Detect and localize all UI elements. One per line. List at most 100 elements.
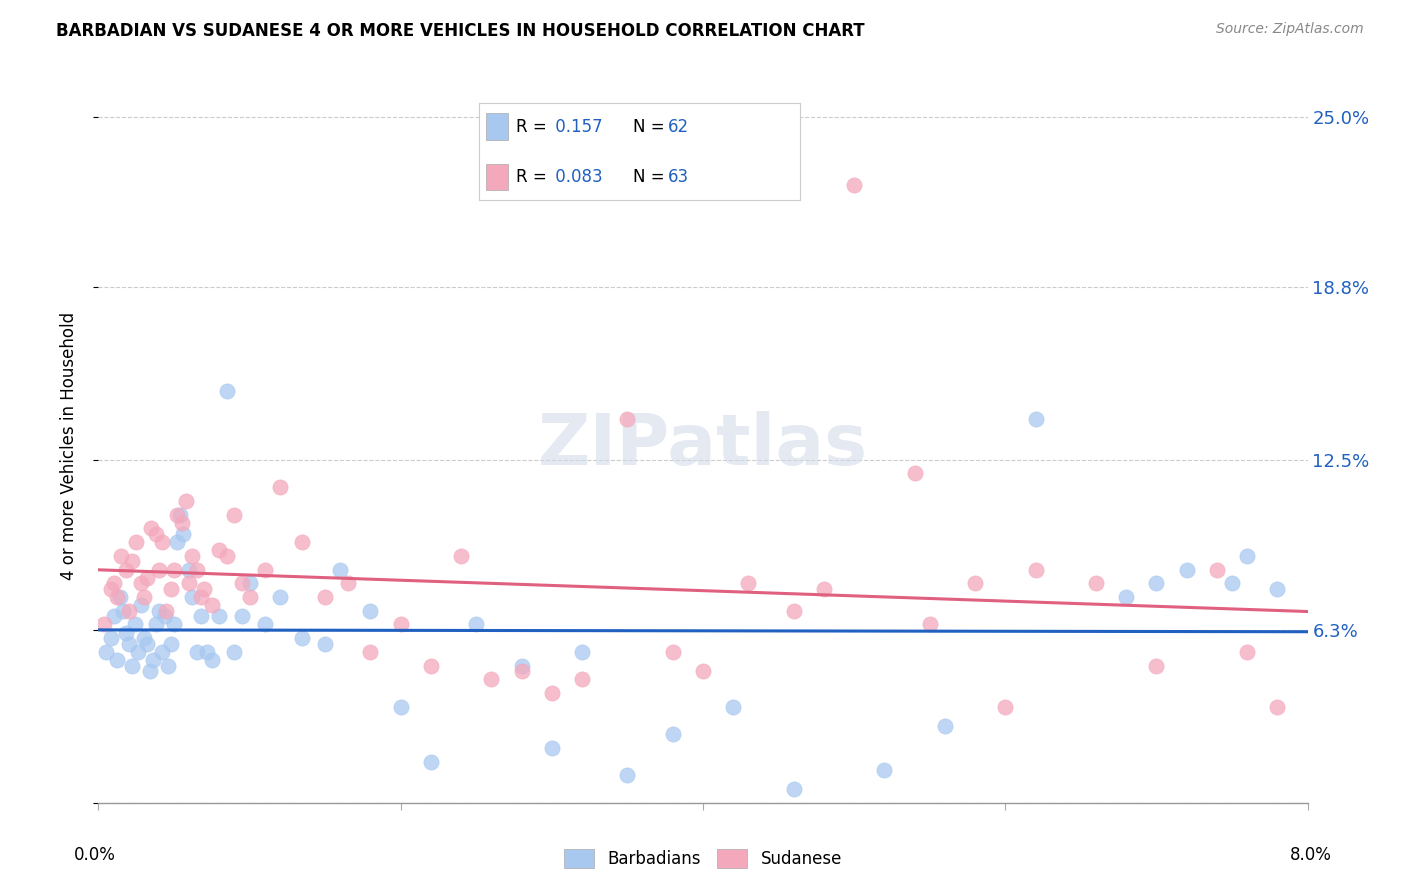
Point xyxy=(737,576,759,591)
Point xyxy=(208,609,231,624)
Point xyxy=(1024,411,1046,425)
Point xyxy=(208,543,231,558)
Point xyxy=(269,480,291,494)
Point xyxy=(118,637,141,651)
Point xyxy=(103,609,125,624)
Point xyxy=(111,604,134,618)
Point xyxy=(291,631,314,645)
Point xyxy=(231,609,253,624)
Point xyxy=(541,686,564,700)
Point xyxy=(253,617,276,632)
Point xyxy=(179,562,201,576)
Point xyxy=(269,590,291,604)
Point xyxy=(1175,562,1198,576)
Point xyxy=(169,508,191,522)
Point xyxy=(510,658,533,673)
Text: BARBADIAN VS SUDANESE 4 OR MORE VEHICLES IN HOUSEHOLD CORRELATION CHART: BARBADIAN VS SUDANESE 4 OR MORE VEHICLES… xyxy=(56,22,865,40)
Point xyxy=(873,763,896,777)
Point xyxy=(148,562,170,576)
Point xyxy=(1267,582,1289,596)
Point xyxy=(121,554,143,568)
Point xyxy=(124,617,146,632)
Point xyxy=(1146,658,1168,673)
Point xyxy=(662,727,685,741)
Point xyxy=(329,562,352,576)
Point xyxy=(1236,645,1258,659)
Point xyxy=(125,535,148,549)
Point xyxy=(844,178,866,193)
Point xyxy=(571,645,593,659)
Text: Source: ZipAtlas.com: Source: ZipAtlas.com xyxy=(1216,22,1364,37)
Point xyxy=(571,673,593,687)
Point xyxy=(994,699,1017,714)
Point xyxy=(201,598,224,612)
Point xyxy=(100,631,122,645)
Point xyxy=(93,617,115,632)
Point xyxy=(723,699,745,714)
Point xyxy=(129,598,152,612)
Point xyxy=(94,645,117,659)
Point xyxy=(215,384,238,398)
Point xyxy=(190,609,212,624)
Point xyxy=(231,576,253,591)
Point xyxy=(662,645,685,659)
Point xyxy=(132,590,155,604)
Point xyxy=(103,576,125,591)
Point xyxy=(150,535,173,549)
Point xyxy=(163,562,186,576)
Point xyxy=(541,740,564,755)
Point xyxy=(253,562,276,576)
Point xyxy=(132,631,155,645)
Legend: Barbadians, Sudanese: Barbadians, Sudanese xyxy=(557,842,849,875)
Point xyxy=(114,562,136,576)
Point xyxy=(118,604,141,618)
Point xyxy=(193,582,215,596)
Point xyxy=(195,645,218,659)
Point xyxy=(314,637,336,651)
Point xyxy=(181,590,204,604)
Point xyxy=(108,590,131,604)
Point xyxy=(170,516,193,530)
Point xyxy=(389,617,412,632)
Point xyxy=(965,576,987,591)
Point xyxy=(153,609,176,624)
Point xyxy=(142,653,165,667)
Point xyxy=(360,645,382,659)
Point xyxy=(1085,576,1108,591)
Point xyxy=(172,526,194,541)
Point xyxy=(174,494,197,508)
Point xyxy=(166,508,188,522)
Point xyxy=(155,604,177,618)
Point xyxy=(186,562,208,576)
Point xyxy=(100,582,122,596)
Point xyxy=(450,549,472,563)
Point xyxy=(1115,590,1137,604)
Point xyxy=(135,637,157,651)
Point xyxy=(782,782,804,797)
Point xyxy=(105,653,128,667)
Point xyxy=(465,617,488,632)
Point xyxy=(166,535,188,549)
Point xyxy=(150,645,173,659)
Point xyxy=(145,617,167,632)
Point xyxy=(190,590,212,604)
Text: 8.0%: 8.0% xyxy=(1289,846,1331,863)
Point xyxy=(127,645,149,659)
Point xyxy=(160,637,183,651)
Point xyxy=(616,768,638,782)
Point xyxy=(420,755,443,769)
Point xyxy=(141,521,163,535)
Point xyxy=(1220,576,1243,591)
Point xyxy=(224,645,246,659)
Point xyxy=(904,467,927,481)
Text: ZIPatlas: ZIPatlas xyxy=(538,411,868,481)
Point xyxy=(181,549,204,563)
Point xyxy=(1024,562,1046,576)
Point xyxy=(163,617,186,632)
Point xyxy=(135,571,157,585)
Point xyxy=(813,582,835,596)
Point xyxy=(148,604,170,618)
Point xyxy=(420,658,443,673)
Point xyxy=(616,411,638,425)
Y-axis label: 4 or more Vehicles in Household: 4 or more Vehicles in Household xyxy=(59,312,77,580)
